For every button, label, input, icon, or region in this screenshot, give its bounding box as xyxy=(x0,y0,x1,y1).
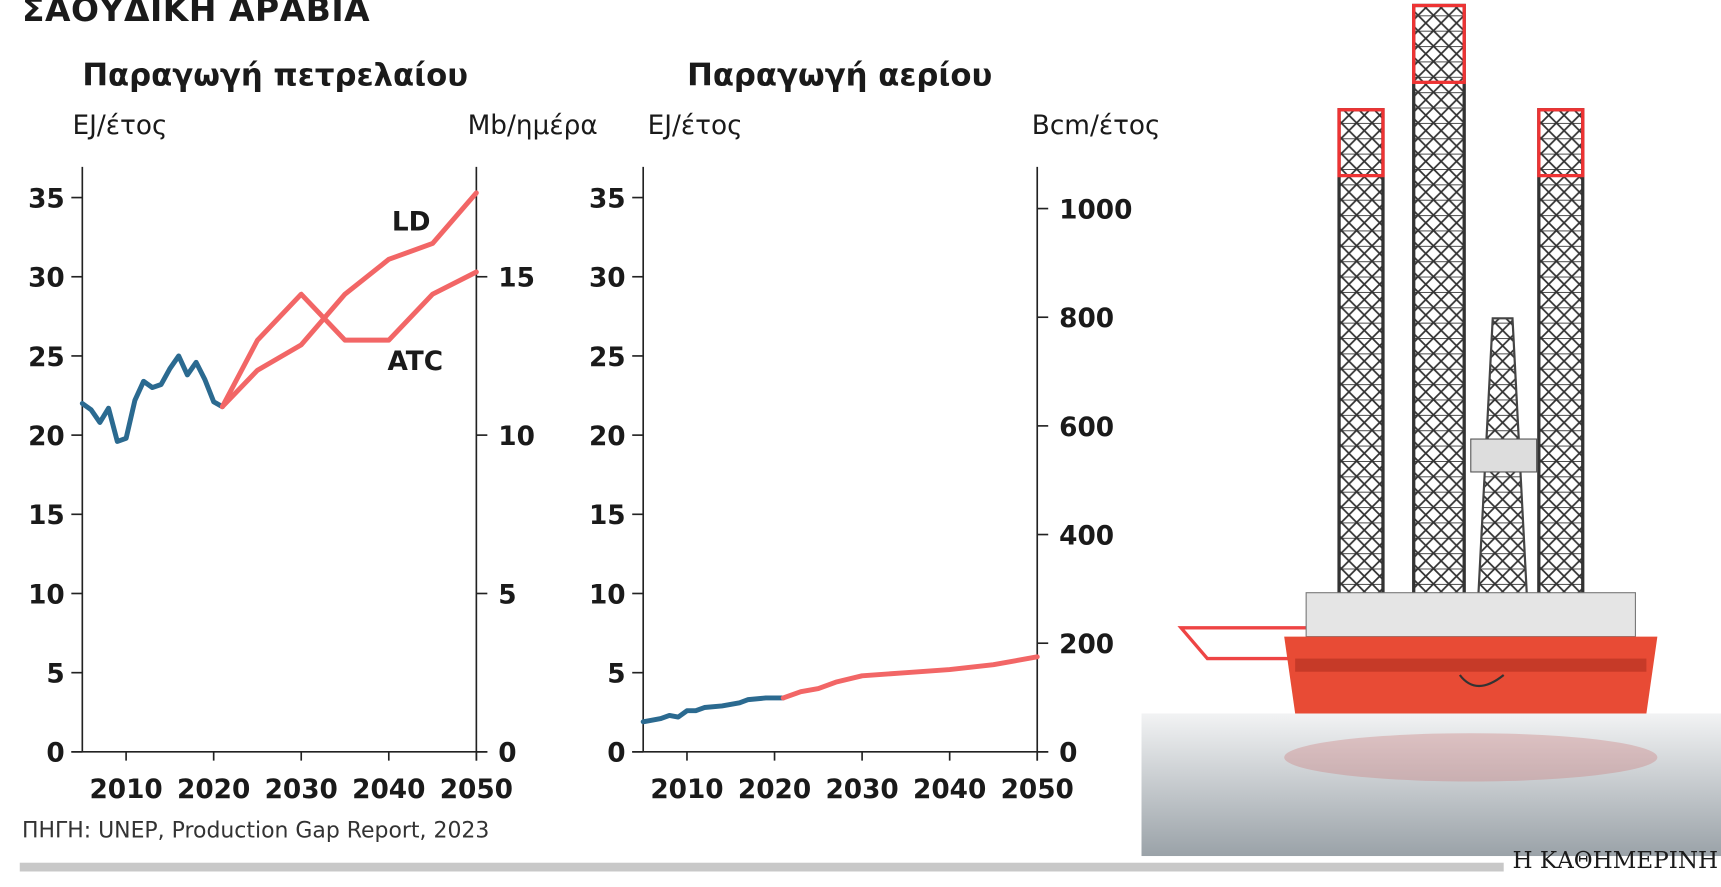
oil-right-axis-unit: Mb/ημέρα xyxy=(467,109,598,141)
gas-y-tick-label: 0 xyxy=(607,739,625,769)
footer-bar xyxy=(19,862,1504,872)
gas-x-tick-label: 2030 xyxy=(825,775,898,805)
series-label-atc: ATC xyxy=(387,347,443,377)
gas-right-y-tick-label: 200 xyxy=(1059,630,1114,660)
gas-right-y-tick-label: 600 xyxy=(1059,413,1114,443)
oil-x-tick-label: 2040 xyxy=(352,775,425,805)
gas-left-axis-unit: EJ/έτος xyxy=(647,109,743,141)
gas-y-tick-label: 5 xyxy=(607,660,625,690)
oil-chart-title: Παραγωγή πετρελαίου xyxy=(82,57,468,94)
oil-x-tick-label: 2010 xyxy=(89,775,162,805)
oil-series-atc xyxy=(219,269,479,410)
gas-y-tick-label: 25 xyxy=(589,343,626,373)
oil-y-tick-label: 20 xyxy=(28,422,65,452)
oil-rig-photo xyxy=(1141,3,1721,857)
oil-right-y-tick-label: 5 xyxy=(498,580,516,610)
gas-right-axis-unit: Bcm/έτος xyxy=(1031,109,1161,141)
oil-y-tick-label: 25 xyxy=(28,343,65,373)
publisher-logo: Η ΚΑΘΗΜΕΡΙΝΗ xyxy=(1512,847,1719,874)
gas-y-tick-label: 15 xyxy=(589,501,626,531)
oil-left-axis-unit: EJ/έτος xyxy=(72,109,168,141)
gas-right-y-tick-label: 800 xyxy=(1059,304,1114,334)
oil-y-tick-label: 30 xyxy=(28,264,65,294)
oil-x-tick-label: 2050 xyxy=(440,775,513,805)
oil-series-historical xyxy=(79,353,225,444)
series-label-ld: LD xyxy=(392,207,431,237)
gas-right-y-tick-label: 1000 xyxy=(1059,195,1132,225)
gas-x-tick-label: 2020 xyxy=(738,775,811,805)
oil-right-y-tick-label: 15 xyxy=(498,264,535,294)
gas-x-tick-label: 2050 xyxy=(1001,775,1074,805)
oil-right-y-tick-label: 10 xyxy=(498,422,535,452)
oil-y-tick-label: 10 xyxy=(28,580,65,610)
gas-y-tick-label: 20 xyxy=(589,422,626,452)
gas-y-tick-label: 10 xyxy=(589,580,626,610)
oil-y-tick-label: 15 xyxy=(28,501,65,531)
source-note: ΠΗΓΗ: UNEP, Production Gap Report, 2023 xyxy=(21,816,490,843)
oil-x-tick-label: 2030 xyxy=(265,775,338,805)
gas-chart-title: Παραγωγή αερίου xyxy=(687,57,993,94)
gas-y-tick-label: 35 xyxy=(589,184,626,214)
gas-x-tick-label: 2010 xyxy=(650,775,723,805)
gas-x-tick-label: 2040 xyxy=(913,775,986,805)
page-title: ΣΑΟΥΔΙΚΗ ΑΡΑΒΙΑ xyxy=(21,0,371,30)
oil-y-tick-label: 5 xyxy=(46,660,64,690)
oil-y-tick-label: 35 xyxy=(28,184,65,214)
gas-right-y-tick-label: 400 xyxy=(1059,521,1114,551)
oil-series-ld xyxy=(219,190,479,410)
gas-right-y-tick-label: 0 xyxy=(1059,739,1077,769)
oil-right-y-tick-label: 0 xyxy=(498,739,516,769)
gas-series-historical xyxy=(640,695,786,725)
oil-y-tick-label: 0 xyxy=(46,739,64,769)
gas-y-tick-label: 30 xyxy=(589,264,626,294)
oil-x-tick-label: 2020 xyxy=(177,775,250,805)
gas-series-projection xyxy=(780,654,1040,701)
